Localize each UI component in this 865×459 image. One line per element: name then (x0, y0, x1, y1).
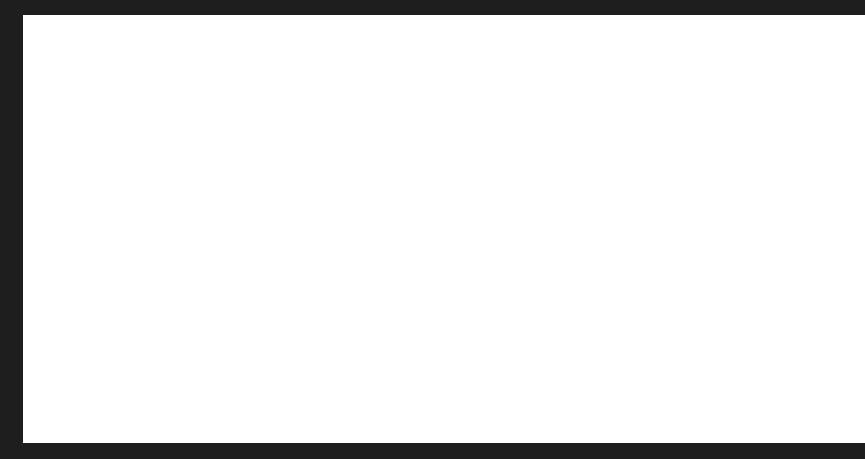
word-cloud-svg (23, 15, 865, 443)
word-cloud (23, 15, 865, 443)
